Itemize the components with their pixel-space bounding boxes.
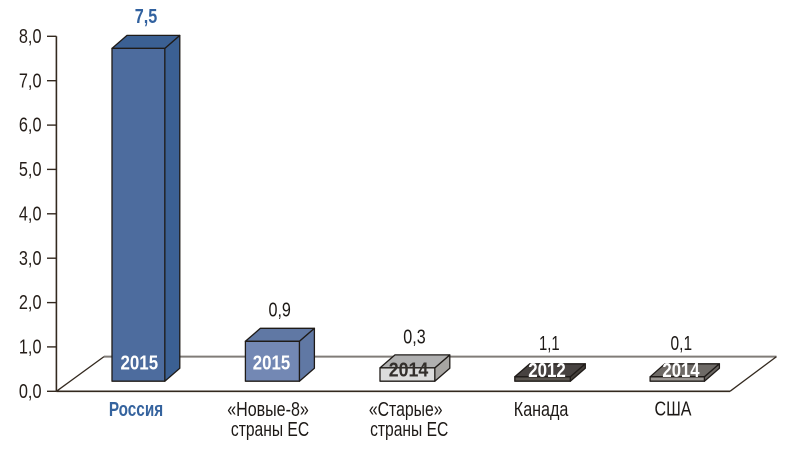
- svg-text:страны ЕС: страны ЕС: [370, 419, 448, 441]
- svg-text:2015: 2015: [121, 352, 159, 374]
- svg-text:«Новые-8»: «Новые-8»: [227, 399, 309, 421]
- svg-text:США: США: [655, 399, 693, 421]
- svg-text:4,0: 4,0: [19, 203, 42, 225]
- svg-text:8,0: 8,0: [19, 26, 42, 48]
- svg-text:2014: 2014: [389, 360, 429, 382]
- svg-text:7,0: 7,0: [19, 70, 42, 92]
- svg-text:2014: 2014: [662, 360, 700, 382]
- svg-text:3,0: 3,0: [19, 248, 42, 270]
- svg-text:0,1: 0,1: [671, 333, 693, 355]
- svg-text:Канада: Канада: [514, 399, 569, 421]
- svg-text:1,0: 1,0: [19, 337, 42, 359]
- svg-text:6,0: 6,0: [19, 115, 42, 137]
- svg-text:5,0: 5,0: [19, 159, 42, 181]
- svg-text:0,3: 0,3: [403, 327, 425, 349]
- svg-text:страны ЕС: страны ЕС: [231, 419, 309, 441]
- svg-text:0,9: 0,9: [269, 300, 291, 322]
- svg-text:«Старые»: «Старые»: [369, 399, 443, 421]
- svg-text:2,0: 2,0: [19, 292, 42, 314]
- svg-text:1,1: 1,1: [539, 333, 560, 355]
- svg-text:2015: 2015: [253, 352, 290, 374]
- svg-text:7,5: 7,5: [135, 6, 158, 28]
- svg-text:Россия: Россия: [109, 399, 163, 421]
- svg-text:2012: 2012: [528, 360, 566, 382]
- svg-text:0,0: 0,0: [19, 381, 42, 403]
